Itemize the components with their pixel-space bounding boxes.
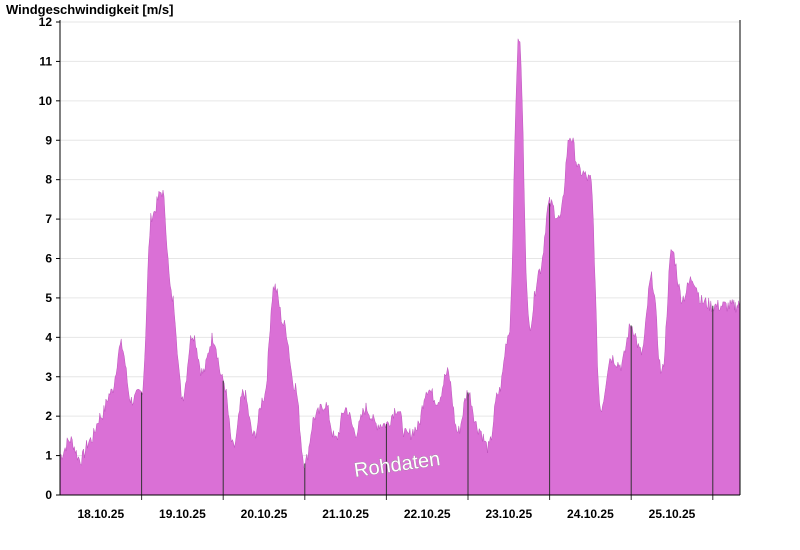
y-tick-label-8: 8: [45, 173, 52, 187]
y-tick-label-9: 9: [45, 133, 52, 147]
y-tick-label-3: 3: [45, 370, 52, 384]
y-tick-label-7: 7: [45, 212, 52, 226]
wind-speed-area: [59, 38, 741, 496]
day-dividers: [141, 203, 714, 500]
x-tick-label-7: 25.10.25: [649, 507, 696, 521]
chart-title: Windgeschwindigkeit [m/s]: [6, 2, 173, 17]
x-axis-ticks: 18.10.25 19.10.25 20.10.25 21.10.25 22.10.25…: [77, 507, 695, 521]
y-tick-label-1: 1: [45, 449, 52, 463]
y-tick-label-6: 6: [45, 252, 52, 266]
y-tick-label-0: 0: [45, 488, 52, 502]
x-tick-label-3: 21.10.25: [322, 507, 369, 521]
x-tick-label-2: 20.10.25: [241, 507, 288, 521]
y-tick-label-10: 10: [39, 94, 53, 108]
y-tick-label-5: 5: [45, 291, 52, 305]
y-tick-label-2: 2: [45, 409, 52, 423]
x-tick-label-5: 23.10.25: [485, 507, 532, 521]
y-tick-label-11: 11: [39, 54, 52, 68]
wind-speed-series: [59, 38, 741, 496]
x-tick-label-4: 22.10.25: [404, 507, 451, 521]
y-tick-label-4: 4: [45, 330, 52, 344]
x-tick-label-1: 19.10.25: [159, 507, 206, 521]
y-tick-label-12: 12: [39, 15, 53, 29]
x-tick-label-6: 24.10.25: [567, 507, 614, 521]
x-tick-label-0: 18.10.25: [77, 507, 124, 521]
